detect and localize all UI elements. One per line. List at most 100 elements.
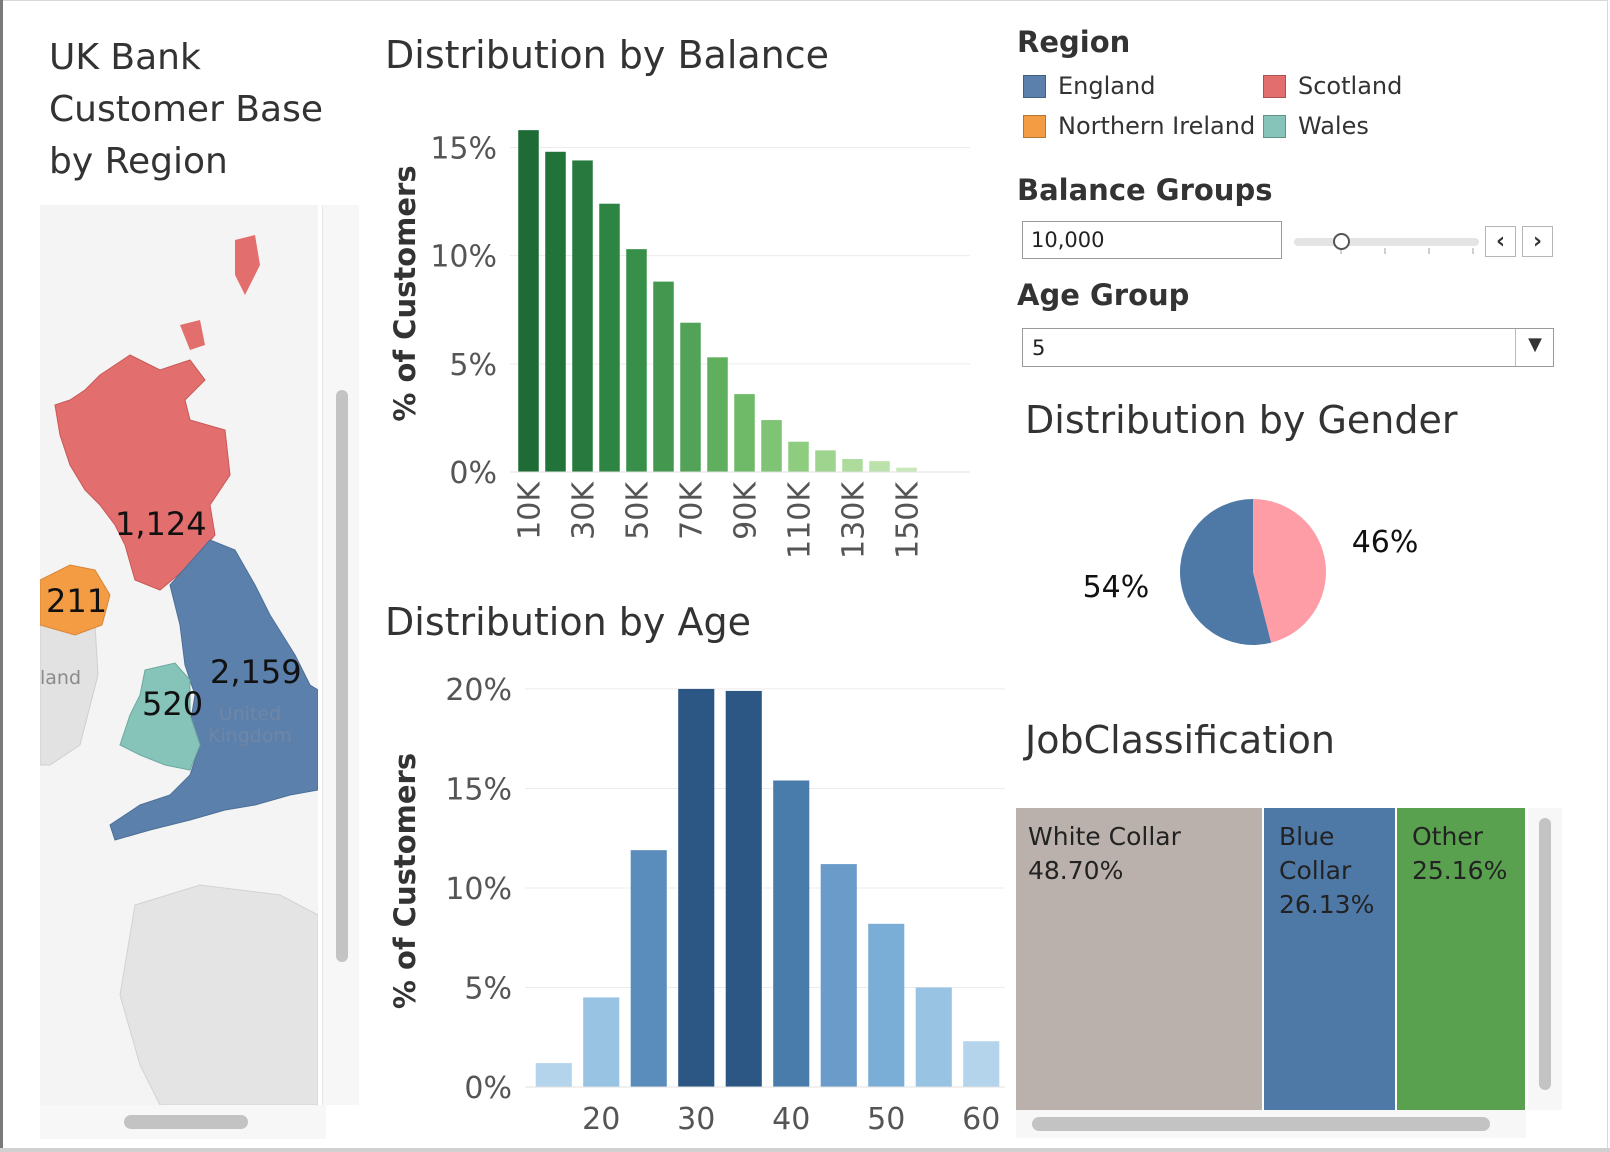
- bar: [680, 322, 701, 472]
- region-map[interactable]: 1,124 211 2,159 520 United Kingdom land: [40, 205, 318, 1105]
- continent-shape: [119, 884, 318, 1105]
- gender-pie-chart: 46% 54%: [1083, 499, 1419, 645]
- x-tick-label: 50: [867, 1102, 905, 1137]
- balance-groups-input[interactable]: 10,000: [1022, 221, 1282, 259]
- job-chart-title: JobClassification: [1025, 718, 1336, 762]
- legend-item-england[interactable]: England: [1023, 72, 1155, 100]
- bar: [761, 420, 782, 472]
- treemap-horizontal-scroll-thumb[interactable]: [1032, 1117, 1490, 1131]
- northern-ireland-value: 211: [46, 582, 108, 620]
- y-tick-label: 5%: [449, 348, 497, 383]
- age-chart: 0% 5% 10% 15% 20% % of Customers 20 30 40 50 60: [388, 673, 1005, 1137]
- treemap-cell[interactable]: Other 25.16%: [1397, 808, 1525, 1110]
- country-label: United Kingdom: [207, 703, 293, 747]
- x-tick-label: 90K: [729, 481, 764, 540]
- balance-slider-track[interactable]: [1294, 238, 1479, 246]
- gender-chart-title: Distribution by Gender: [1025, 398, 1458, 442]
- scotland-islands: [235, 235, 260, 295]
- bar: [583, 997, 620, 1087]
- treemap-cell-label: Other 25.16%: [1412, 820, 1507, 888]
- balance-slider-handle[interactable]: [1333, 233, 1350, 250]
- select-divider: [1515, 329, 1516, 366]
- wales-value: 520: [142, 685, 204, 723]
- bar: [678, 688, 715, 1087]
- map-vertical-scroll-thumb[interactable]: [336, 390, 348, 962]
- job-treemap: White Collar 48.70% Blue Collar 26.13% Other 2…: [1016, 808, 1526, 1110]
- treemap-cell-name: Other: [1412, 822, 1483, 851]
- chevron-left-icon: ‹: [1495, 229, 1506, 254]
- age-chart-title: Distribution by Age: [385, 600, 751, 644]
- northern-ireland-shape: [40, 564, 111, 636]
- legend-swatch-northern-ireland: [1023, 114, 1046, 138]
- treemap-cell[interactable]: Blue Collar 26.13%: [1264, 808, 1395, 1110]
- legend-swatch-scotland: [1263, 74, 1286, 98]
- legend-label: Wales: [1298, 112, 1369, 140]
- bar: [815, 450, 836, 472]
- x-tick-label: 130K: [837, 481, 872, 559]
- x-tick-label: 40: [772, 1102, 810, 1137]
- y-axis-title: % of Customers: [388, 165, 422, 421]
- legend-title: Region: [1017, 25, 1131, 59]
- legend-label: Northern Ireland: [1058, 112, 1256, 140]
- x-tick-label: 30K: [567, 481, 602, 540]
- balance-groups-label: Balance Groups: [1017, 173, 1273, 207]
- dashboard-title: UK Bank Customer Base by Region: [49, 37, 323, 182]
- basemap-partial-label: land: [40, 667, 82, 689]
- y-tick-label: 0%: [449, 456, 497, 491]
- caret-down-icon[interactable]: ▼: [1528, 334, 1542, 355]
- treemap-cell-percent: 26.13%: [1279, 890, 1375, 919]
- pie-slice-label: 54%: [1083, 570, 1150, 605]
- bar: [630, 850, 667, 1087]
- pie-slice-label: 46%: [1352, 525, 1419, 560]
- x-tick-label: 30: [677, 1102, 715, 1137]
- x-tick-label: 10K: [513, 481, 548, 540]
- treemap-vertical-scroll-thumb[interactable]: [1539, 818, 1551, 1090]
- treemap-cell[interactable]: White Collar 48.70%: [1016, 808, 1262, 1110]
- bar: [572, 160, 593, 472]
- age-group-select[interactable]: 5 ▼: [1022, 328, 1554, 367]
- bar: [896, 467, 917, 472]
- age-group-value: 5: [1032, 336, 1046, 360]
- bar: [653, 281, 674, 472]
- scotland-value: 1,124: [115, 505, 207, 543]
- x-tick-label: 50K: [621, 481, 656, 540]
- legend-item-northern-ireland[interactable]: Northern Ireland: [1023, 112, 1255, 140]
- bar: [535, 1063, 572, 1087]
- x-tick-label: 110K: [783, 481, 818, 559]
- legend-label: Scotland: [1298, 72, 1403, 100]
- treemap-cell-name: White Collar: [1028, 822, 1181, 851]
- pie-slice: [1180, 499, 1272, 645]
- treemap-cell-label: White Collar 48.70%: [1028, 820, 1181, 888]
- legend-swatch-wales: [1263, 114, 1286, 138]
- y-tick-label: 20%: [445, 673, 512, 708]
- bar: [626, 249, 647, 472]
- bar: [869, 461, 890, 472]
- bar: [773, 780, 810, 1087]
- balance-chart-title: Distribution by Balance: [385, 33, 830, 77]
- balance-prev-button[interactable]: ‹: [1485, 226, 1516, 257]
- legend-item-scotland[interactable]: Scotland: [1263, 72, 1402, 100]
- x-tick-label: 70K: [675, 481, 710, 540]
- x-tick-label: 20: [582, 1102, 620, 1137]
- scotland-islands-2: [180, 320, 205, 350]
- bar: [518, 130, 539, 472]
- balance-next-button[interactable]: ›: [1522, 226, 1553, 257]
- y-tick-label: 15%: [430, 131, 497, 166]
- pie-slice: [1253, 499, 1326, 643]
- bar: [599, 203, 620, 472]
- map-horizontal-scroll-thumb[interactable]: [124, 1115, 248, 1129]
- y-tick-label: 15%: [445, 772, 512, 807]
- legend-item-wales[interactable]: Wales: [1263, 112, 1369, 140]
- legend-swatch-england: [1023, 74, 1046, 98]
- bar: [868, 923, 905, 1087]
- england-value: 2,159: [210, 653, 302, 691]
- bar: [788, 441, 809, 472]
- scotland-shape: [54, 354, 231, 591]
- treemap-cell-percent: 25.16%: [1412, 856, 1508, 885]
- treemap-cell-label: Blue Collar 26.13%: [1279, 820, 1374, 922]
- balance-chart: 0% 5% 10% 15%% of Customers 10K 30K 50K 70K 90K 1…: [388, 130, 970, 559]
- y-tick-label: 5%: [464, 971, 512, 1006]
- window-bottom-edge: [0, 1148, 1610, 1152]
- window-left-edge: [0, 0, 3, 1152]
- legend-label: England: [1058, 72, 1156, 100]
